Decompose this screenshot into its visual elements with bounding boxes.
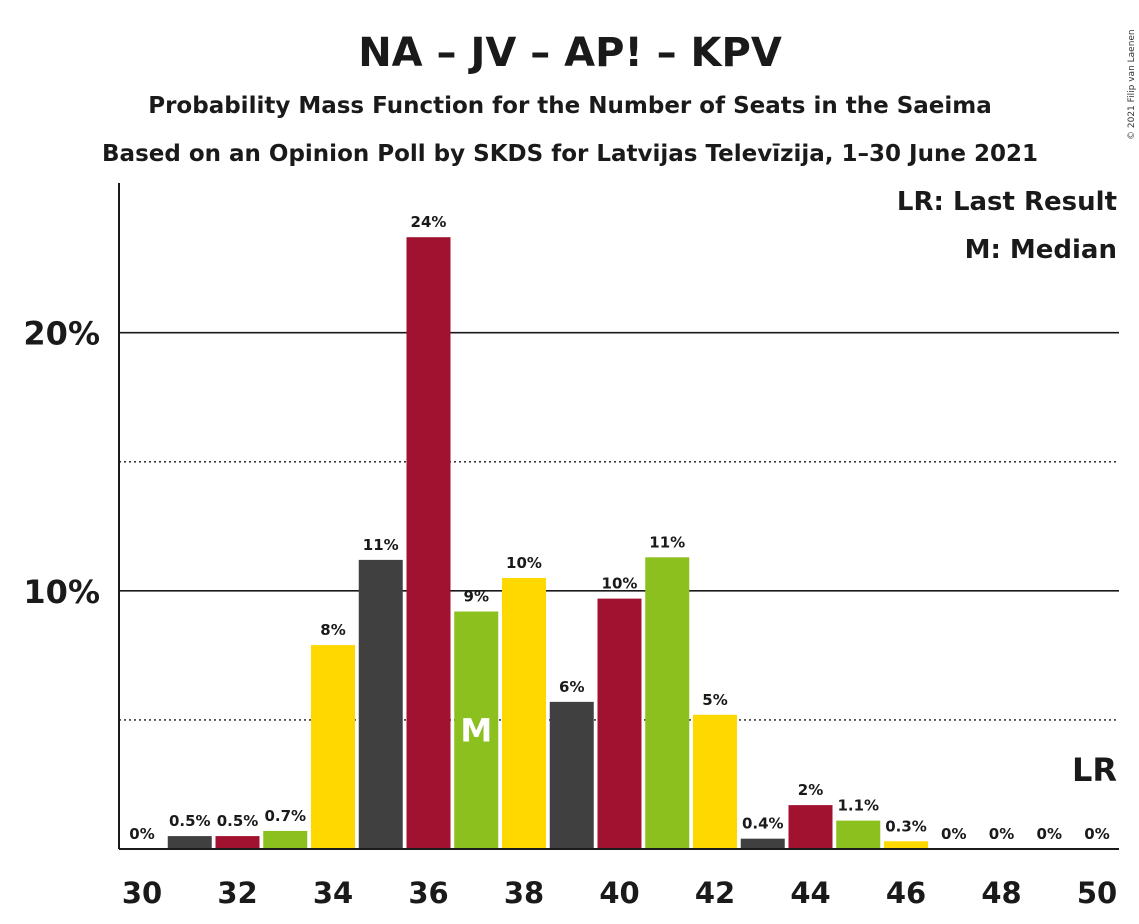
data-label-42: 5% <box>702 691 727 709</box>
bar-38 <box>502 577 546 849</box>
x-tick-label: 46 <box>886 876 926 910</box>
data-label-30: 0% <box>129 825 154 843</box>
data-label-49: 0% <box>1037 825 1062 843</box>
data-label-31: 0.5% <box>169 812 211 830</box>
data-label-38: 10% <box>506 554 542 572</box>
data-label-36: 24% <box>411 213 447 231</box>
bar-40 <box>597 598 642 849</box>
data-label-32: 0.5% <box>217 812 259 830</box>
data-label-43: 0.4% <box>742 815 784 833</box>
x-tick-label: 32 <box>217 876 257 910</box>
y-tick-label: 20% <box>23 315 100 353</box>
bar-34 <box>311 645 355 849</box>
bar-41 <box>645 557 690 849</box>
chart-subtitle-source: Based on an Opinion Poll by SKDS for Lat… <box>102 141 1038 167</box>
y-tick-labels: 10% 20% <box>23 315 100 611</box>
bar-37 <box>454 611 499 849</box>
x-tick-label: 50 <box>1077 876 1117 910</box>
copyright-note: © 2021 Filip van Laenen <box>1127 29 1137 140</box>
x-tick-label: 30 <box>122 876 162 910</box>
bars-group <box>167 237 928 850</box>
y-tick-label: 10% <box>23 573 100 611</box>
data-label-44: 2% <box>798 781 823 799</box>
x-tick-label: 36 <box>408 876 448 910</box>
data-label-48: 0% <box>989 825 1014 843</box>
data-label-45: 1.1% <box>837 797 879 815</box>
data-label-41: 11% <box>649 533 685 551</box>
data-label-37: 9% <box>464 588 489 606</box>
data-label-33: 0.7% <box>264 807 306 825</box>
bar-33 <box>263 830 308 849</box>
legend-median: M: Median <box>965 235 1117 265</box>
bar-32 <box>215 836 260 849</box>
bar-31 <box>167 836 212 849</box>
data-label-50: 0% <box>1084 825 1109 843</box>
legend-last-result: LR: Last Result <box>897 187 1117 217</box>
chart-title: NA – JV – AP! – KPV <box>358 30 782 76</box>
data-label-47: 0% <box>941 825 966 843</box>
data-label-46: 0.3% <box>885 817 927 835</box>
x-tick-label: 40 <box>599 876 639 910</box>
data-label-40: 10% <box>602 575 638 593</box>
bar-35 <box>358 559 403 849</box>
x-tick-label: 34 <box>313 876 353 910</box>
bar-42 <box>693 714 737 849</box>
x-tick-label: 38 <box>504 876 544 910</box>
bar-45 <box>836 820 881 849</box>
x-tick-labels: 30 32 34 36 38 40 42 44 46 48 50 <box>122 876 1117 910</box>
bar-46 <box>884 841 928 849</box>
bar-44 <box>788 805 833 849</box>
bar-39 <box>549 701 594 849</box>
data-label-34: 8% <box>320 621 345 639</box>
data-label-39: 6% <box>559 678 584 696</box>
x-tick-label: 44 <box>790 876 830 910</box>
data-labels-group: 0% 0.5% 0.5% 0.7% 8% 11% 24% 9% M 10% 6% 10% 11% 5% 0.… <box>129 213 1109 843</box>
bar-43 <box>740 838 785 849</box>
median-marker: M <box>460 712 492 750</box>
data-label-35: 11% <box>363 536 399 554</box>
x-tick-label: 42 <box>695 876 735 910</box>
bar-36 <box>406 237 451 850</box>
x-tick-label: 48 <box>981 876 1021 910</box>
chart-subtitle: Probability Mass Function for the Number… <box>148 93 992 119</box>
last-result-marker: LR <box>1072 751 1117 789</box>
